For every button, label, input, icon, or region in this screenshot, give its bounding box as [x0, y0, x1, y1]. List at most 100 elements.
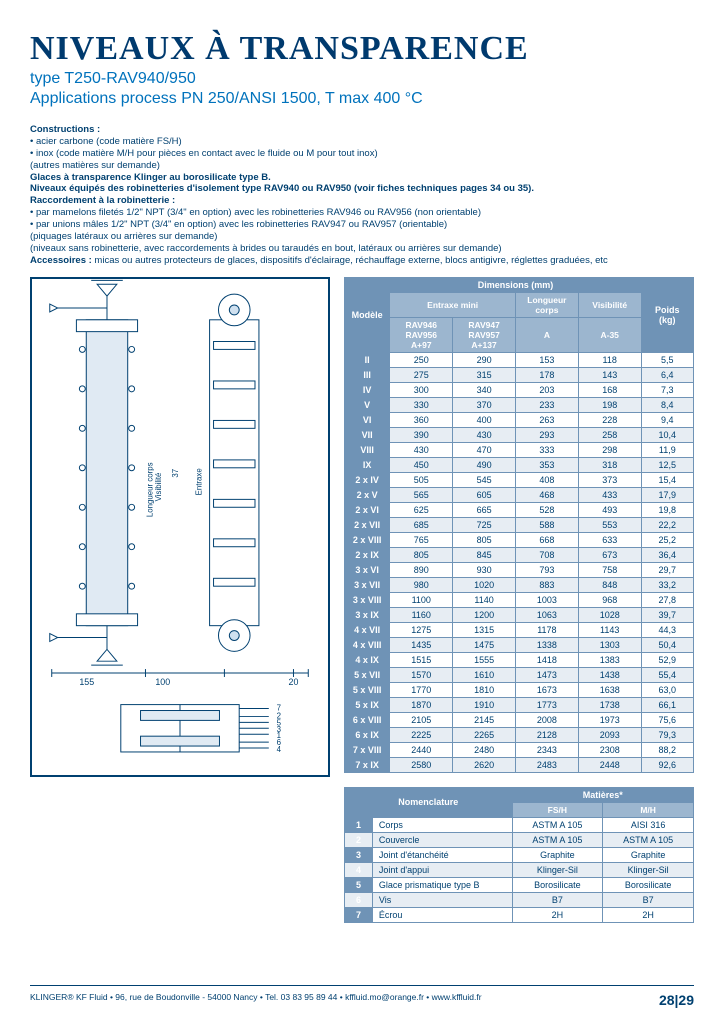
row-label: Corps — [372, 817, 512, 832]
row-cell: 2008 — [515, 712, 578, 727]
row-fsh: Borosilicate — [512, 877, 603, 892]
row-cell: 1338 — [515, 637, 578, 652]
row-cell: 27,8 — [641, 592, 693, 607]
row-cell: 805 — [390, 547, 453, 562]
raccordement-heading: Raccordement à la robinetterie : — [30, 195, 694, 207]
row-fsh: ASTM A 105 — [512, 832, 603, 847]
row-model: 6 x IX — [345, 727, 390, 742]
row-cell: 15,4 — [641, 472, 693, 487]
row-cell: 1143 — [578, 622, 641, 637]
entraxe-label: Entraxe — [195, 467, 204, 495]
row-cell: 1383 — [578, 652, 641, 667]
row-cell: 605 — [453, 487, 516, 502]
row-model: IV — [345, 382, 390, 397]
row-cell: 1738 — [578, 697, 641, 712]
row-cell: 758 — [578, 562, 641, 577]
row-cell: 88,2 — [641, 742, 693, 757]
row-cell: 1160 — [390, 607, 453, 622]
table-row: 4 x VII127513151178114344,3 — [345, 622, 694, 637]
row-cell: 930 — [453, 562, 516, 577]
row-model: 2 x VIII — [345, 532, 390, 547]
row-cell: 1140 — [453, 592, 516, 607]
row-cell: 143 — [578, 367, 641, 382]
row-model: 2 x VI — [345, 502, 390, 517]
row-cell: 490 — [453, 457, 516, 472]
table-row: VII39043029325810,4 — [345, 427, 694, 442]
row-cell: 1028 — [578, 607, 641, 622]
niveaux-line: Niveaux équipés des robinetteries d'isol… — [30, 183, 694, 195]
table-row: 2 x VI62566552849319,8 — [345, 502, 694, 517]
subtitle-type: type T250-RAV940/950 — [30, 70, 694, 88]
row-mh: Graphite — [603, 847, 694, 862]
table-row: VI3604002632289,4 — [345, 412, 694, 427]
table-row: 7Écrou2H2H — [345, 907, 694, 922]
row-cell: 1910 — [453, 697, 516, 712]
row-cell: 1438 — [578, 667, 641, 682]
row-cell: 845 — [453, 547, 516, 562]
col-weight: Poids (kg) — [641, 277, 693, 352]
row-cell: 633 — [578, 532, 641, 547]
row-cell: 2448 — [578, 757, 641, 772]
table-row: 5 x VIII177018101673163863,0 — [345, 682, 694, 697]
nomenclature-table: Nomenclature Matières* FS/H M/H 1CorpsAS… — [344, 787, 694, 923]
row-cell: 370 — [453, 397, 516, 412]
row-model: 5 x VII — [345, 667, 390, 682]
row-cell: 1810 — [453, 682, 516, 697]
row-cell: 2620 — [453, 757, 516, 772]
row-cell: 2308 — [578, 742, 641, 757]
row-cell: 553 — [578, 517, 641, 532]
row-cell: 1773 — [515, 697, 578, 712]
row-cell: 8,4 — [641, 397, 693, 412]
table-row: 2 x VII68572558855322,2 — [345, 517, 694, 532]
row-cell: 408 — [515, 472, 578, 487]
dim-155: 155 — [79, 676, 94, 686]
row-cell: 400 — [453, 412, 516, 427]
table-row: 7 x VIII244024802343230888,2 — [345, 742, 694, 757]
row-cell: 668 — [515, 532, 578, 547]
row-cell: 685 — [390, 517, 453, 532]
row-mh: ASTM A 105 — [603, 832, 694, 847]
row-cell: 12,5 — [641, 457, 693, 472]
sub-a35: A-35 — [578, 317, 641, 352]
row-index: 3 — [345, 847, 373, 862]
glaces-line: Glaces à transparence Klinger au borosil… — [30, 172, 694, 184]
row-mh: AISI 316 — [603, 817, 694, 832]
accessories-line: Accessoires : micas ou autres protecteur… — [30, 255, 694, 267]
table-row: III2753151781436,4 — [345, 367, 694, 382]
row-index: 5 — [345, 877, 373, 892]
row-model: 3 x VIII — [345, 592, 390, 607]
row-cell: 250 — [390, 352, 453, 367]
row-index: 2 — [345, 832, 373, 847]
row-cell: 258 — [578, 427, 641, 442]
racc-line: • par unions mâles 1/2" NPT (3/4" en opt… — [30, 219, 694, 231]
row-fsh: Klinger-Sil — [512, 862, 603, 877]
row-cell: 2440 — [390, 742, 453, 757]
row-fsh: B7 — [512, 892, 603, 907]
row-model: 2 x IX — [345, 547, 390, 562]
row-model: 5 x IX — [345, 697, 390, 712]
row-cell: 1475 — [453, 637, 516, 652]
col-model: Modèle — [345, 277, 390, 352]
row-cell: 450 — [390, 457, 453, 472]
row-label: Glace prismatique type B — [372, 877, 512, 892]
table-row: 2 x IX80584570867336,4 — [345, 547, 694, 562]
row-cell: 7,3 — [641, 382, 693, 397]
row-cell: 1303 — [578, 637, 641, 652]
row-cell: 290 — [453, 352, 516, 367]
row-cell: 39,7 — [641, 607, 693, 622]
row-model: VII — [345, 427, 390, 442]
row-mh: Borosilicate — [603, 877, 694, 892]
row-cell: 228 — [578, 412, 641, 427]
row-cell: 1515 — [390, 652, 453, 667]
row-cell: 2128 — [515, 727, 578, 742]
row-model: 4 x VIII — [345, 637, 390, 652]
row-cell: 545 — [453, 472, 516, 487]
row-cell: 2480 — [453, 742, 516, 757]
row-cell: 168 — [578, 382, 641, 397]
constructions-line: • acier carbone (code matière FS/H) — [30, 136, 694, 148]
row-cell: 360 — [390, 412, 453, 427]
row-cell: 75,6 — [641, 712, 693, 727]
constructions-line: • inox (code matière M/H pour pièces en … — [30, 148, 694, 160]
table-row: IV3003402031687,3 — [345, 382, 694, 397]
col-vis: Visibilité — [578, 292, 641, 317]
